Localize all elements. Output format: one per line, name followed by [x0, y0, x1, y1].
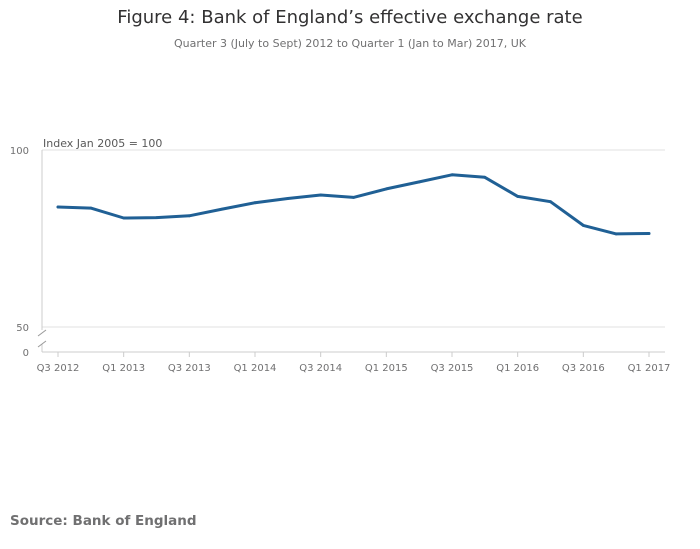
x-tick-label: Q1 2014 [234, 363, 277, 374]
data-point [286, 197, 290, 200]
data-point [483, 175, 487, 179]
data-point [647, 232, 651, 235]
x-tick-label: Q3 2013 [168, 363, 211, 374]
data-point [56, 205, 60, 209]
y-tick-label-50: 50 [16, 323, 29, 334]
x-tick-label: Q3 2016 [562, 363, 605, 374]
source-note: Source: Bank of England [10, 513, 197, 529]
data-point [155, 216, 158, 220]
series-line [56, 173, 651, 236]
data-point [614, 232, 618, 236]
series-layer [56, 173, 651, 236]
axis-break-mark-1 [37, 329, 47, 337]
data-point [549, 200, 552, 204]
x-tick-label: Q1 2013 [102, 363, 145, 374]
data-point [89, 206, 93, 210]
data-point [122, 216, 126, 220]
x-tick-label: Q3 2014 [299, 363, 342, 374]
data-point [450, 173, 454, 177]
axis-break-mark-2 [37, 340, 47, 348]
data-point [220, 207, 224, 211]
chart-subtitle: Quarter 3 (July to Sept) 2012 to Quarter… [173, 37, 527, 50]
y-tick-label-0: 0 [23, 348, 29, 359]
chart-title: Figure 4: Bank of England’s effective ex… [117, 7, 583, 28]
data-point [253, 201, 257, 205]
data-point [187, 214, 191, 218]
x-tick-label: Q1 2015 [365, 363, 408, 374]
data-point [417, 180, 421, 184]
data-point [384, 187, 388, 191]
x-tick-label: Q3 2015 [431, 363, 474, 374]
data-point [352, 196, 355, 199]
y-tick-label-100: 100 [10, 146, 29, 157]
x-tick-label: Q1 2017 [628, 363, 671, 374]
x-axis-ticks: Q3 2012 Q1 2013 Q3 2013 Q1 2014 Q3 2014 Q1 20… [37, 352, 671, 374]
data-point [319, 193, 323, 197]
x-tick-label: Q3 2012 [37, 363, 80, 374]
y-axis-unit-label: Index Jan 2005 = 100 [43, 137, 162, 150]
data-point [516, 195, 520, 198]
x-tick-label: Q1 2016 [496, 363, 539, 374]
data-point [581, 224, 585, 227]
